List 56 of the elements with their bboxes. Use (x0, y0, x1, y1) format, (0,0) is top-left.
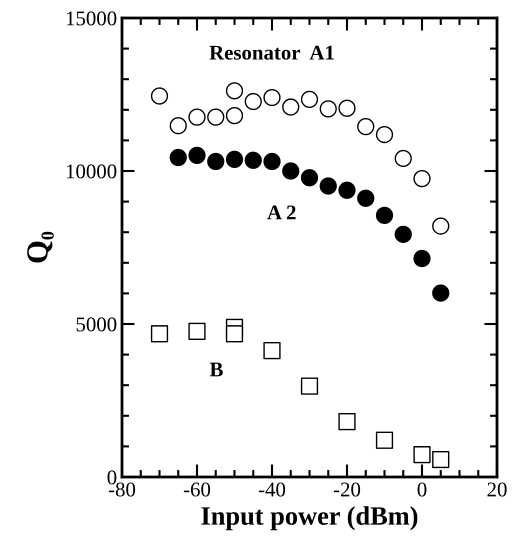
y-tick-label: 10000 (66, 164, 116, 178)
point (188, 108, 206, 126)
point (188, 146, 206, 164)
point (413, 446, 431, 464)
point (432, 217, 450, 235)
point (263, 342, 281, 360)
point (188, 322, 206, 340)
point (207, 108, 224, 126)
point (170, 117, 187, 134)
point (282, 162, 300, 180)
x-tick-label: -60 (184, 482, 210, 497)
point (413, 170, 431, 188)
series-label: A 2 (267, 206, 296, 220)
point (320, 100, 337, 118)
point (244, 152, 262, 169)
point (394, 226, 412, 243)
point (413, 250, 431, 268)
point (263, 88, 281, 106)
y-tick-label: 5000 (76, 317, 116, 332)
point (226, 150, 244, 168)
point (357, 190, 374, 207)
legend-label: Resonator A1 (209, 46, 334, 60)
point (226, 107, 244, 124)
point (300, 90, 318, 108)
point (226, 325, 244, 342)
point (244, 92, 262, 110)
point (170, 148, 187, 166)
point (376, 126, 394, 144)
y-axis-title: Q₀ (27, 232, 54, 262)
point (394, 150, 412, 168)
point (357, 118, 374, 136)
point (338, 100, 356, 117)
point (432, 284, 450, 302)
point (376, 432, 394, 449)
y-tick-label: 0 (108, 470, 116, 484)
point (338, 413, 356, 430)
point (150, 325, 168, 342)
point (376, 206, 394, 224)
point (263, 152, 281, 170)
point (338, 182, 356, 199)
point (320, 177, 337, 195)
point (432, 450, 450, 468)
point (282, 98, 300, 116)
x-tick-label: -40 (258, 482, 286, 497)
point (226, 82, 244, 100)
point (300, 169, 318, 186)
point (207, 152, 224, 170)
point (300, 378, 318, 395)
x-tick-label: -80 (108, 482, 136, 497)
point (150, 87, 168, 105)
x-tick-label: 0 (418, 482, 426, 497)
x-axis-title: Input power (dBm) (201, 506, 418, 530)
x-tick-label: -20 (334, 482, 360, 497)
series-label: B (210, 362, 223, 376)
y-tick-label: 15000 (66, 11, 116, 26)
x-tick-label: 20 (488, 482, 507, 497)
